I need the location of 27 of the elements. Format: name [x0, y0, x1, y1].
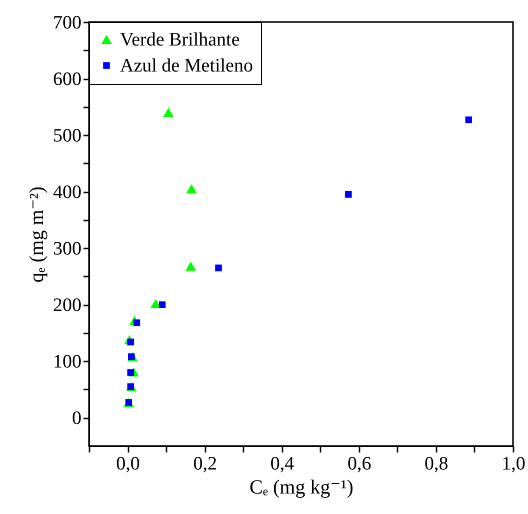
point — [133, 319, 140, 326]
y-axis-title: qₑ (mg m⁻²) — [26, 186, 48, 283]
point — [150, 298, 161, 308]
legend-label: Azul de Metileno — [120, 56, 253, 76]
x-tick-label: 0,8 — [424, 454, 448, 474]
x-tick-label: 0,6 — [347, 454, 372, 474]
x-tick-label: 1,0 — [502, 454, 526, 474]
y-tick-label: 100 — [53, 352, 82, 373]
point — [186, 184, 197, 194]
point — [465, 116, 472, 124]
x-tick-label: 0,0 — [116, 454, 140, 474]
y-tick-label: 200 — [53, 295, 82, 316]
legend-label: Verde Brilhante — [120, 30, 240, 50]
y-tick-label: 700 — [53, 12, 82, 34]
y-tick-label: 500 — [53, 126, 82, 147]
point — [158, 301, 166, 308]
y-tick-label: 0 — [72, 408, 82, 430]
x-tick-label: 0,2 — [193, 454, 218, 474]
point — [215, 264, 222, 272]
x-axis-title: Cₑ (mg kg⁻¹) — [250, 476, 354, 498]
point — [345, 191, 352, 198]
y-tick-label: 600 — [53, 69, 82, 90]
y-tick-label: 300 — [53, 238, 82, 260]
y-tick-label: 400 — [53, 182, 82, 204]
x-tick-label: 0,4 — [270, 454, 295, 474]
point — [163, 108, 174, 117]
point — [186, 262, 196, 271]
